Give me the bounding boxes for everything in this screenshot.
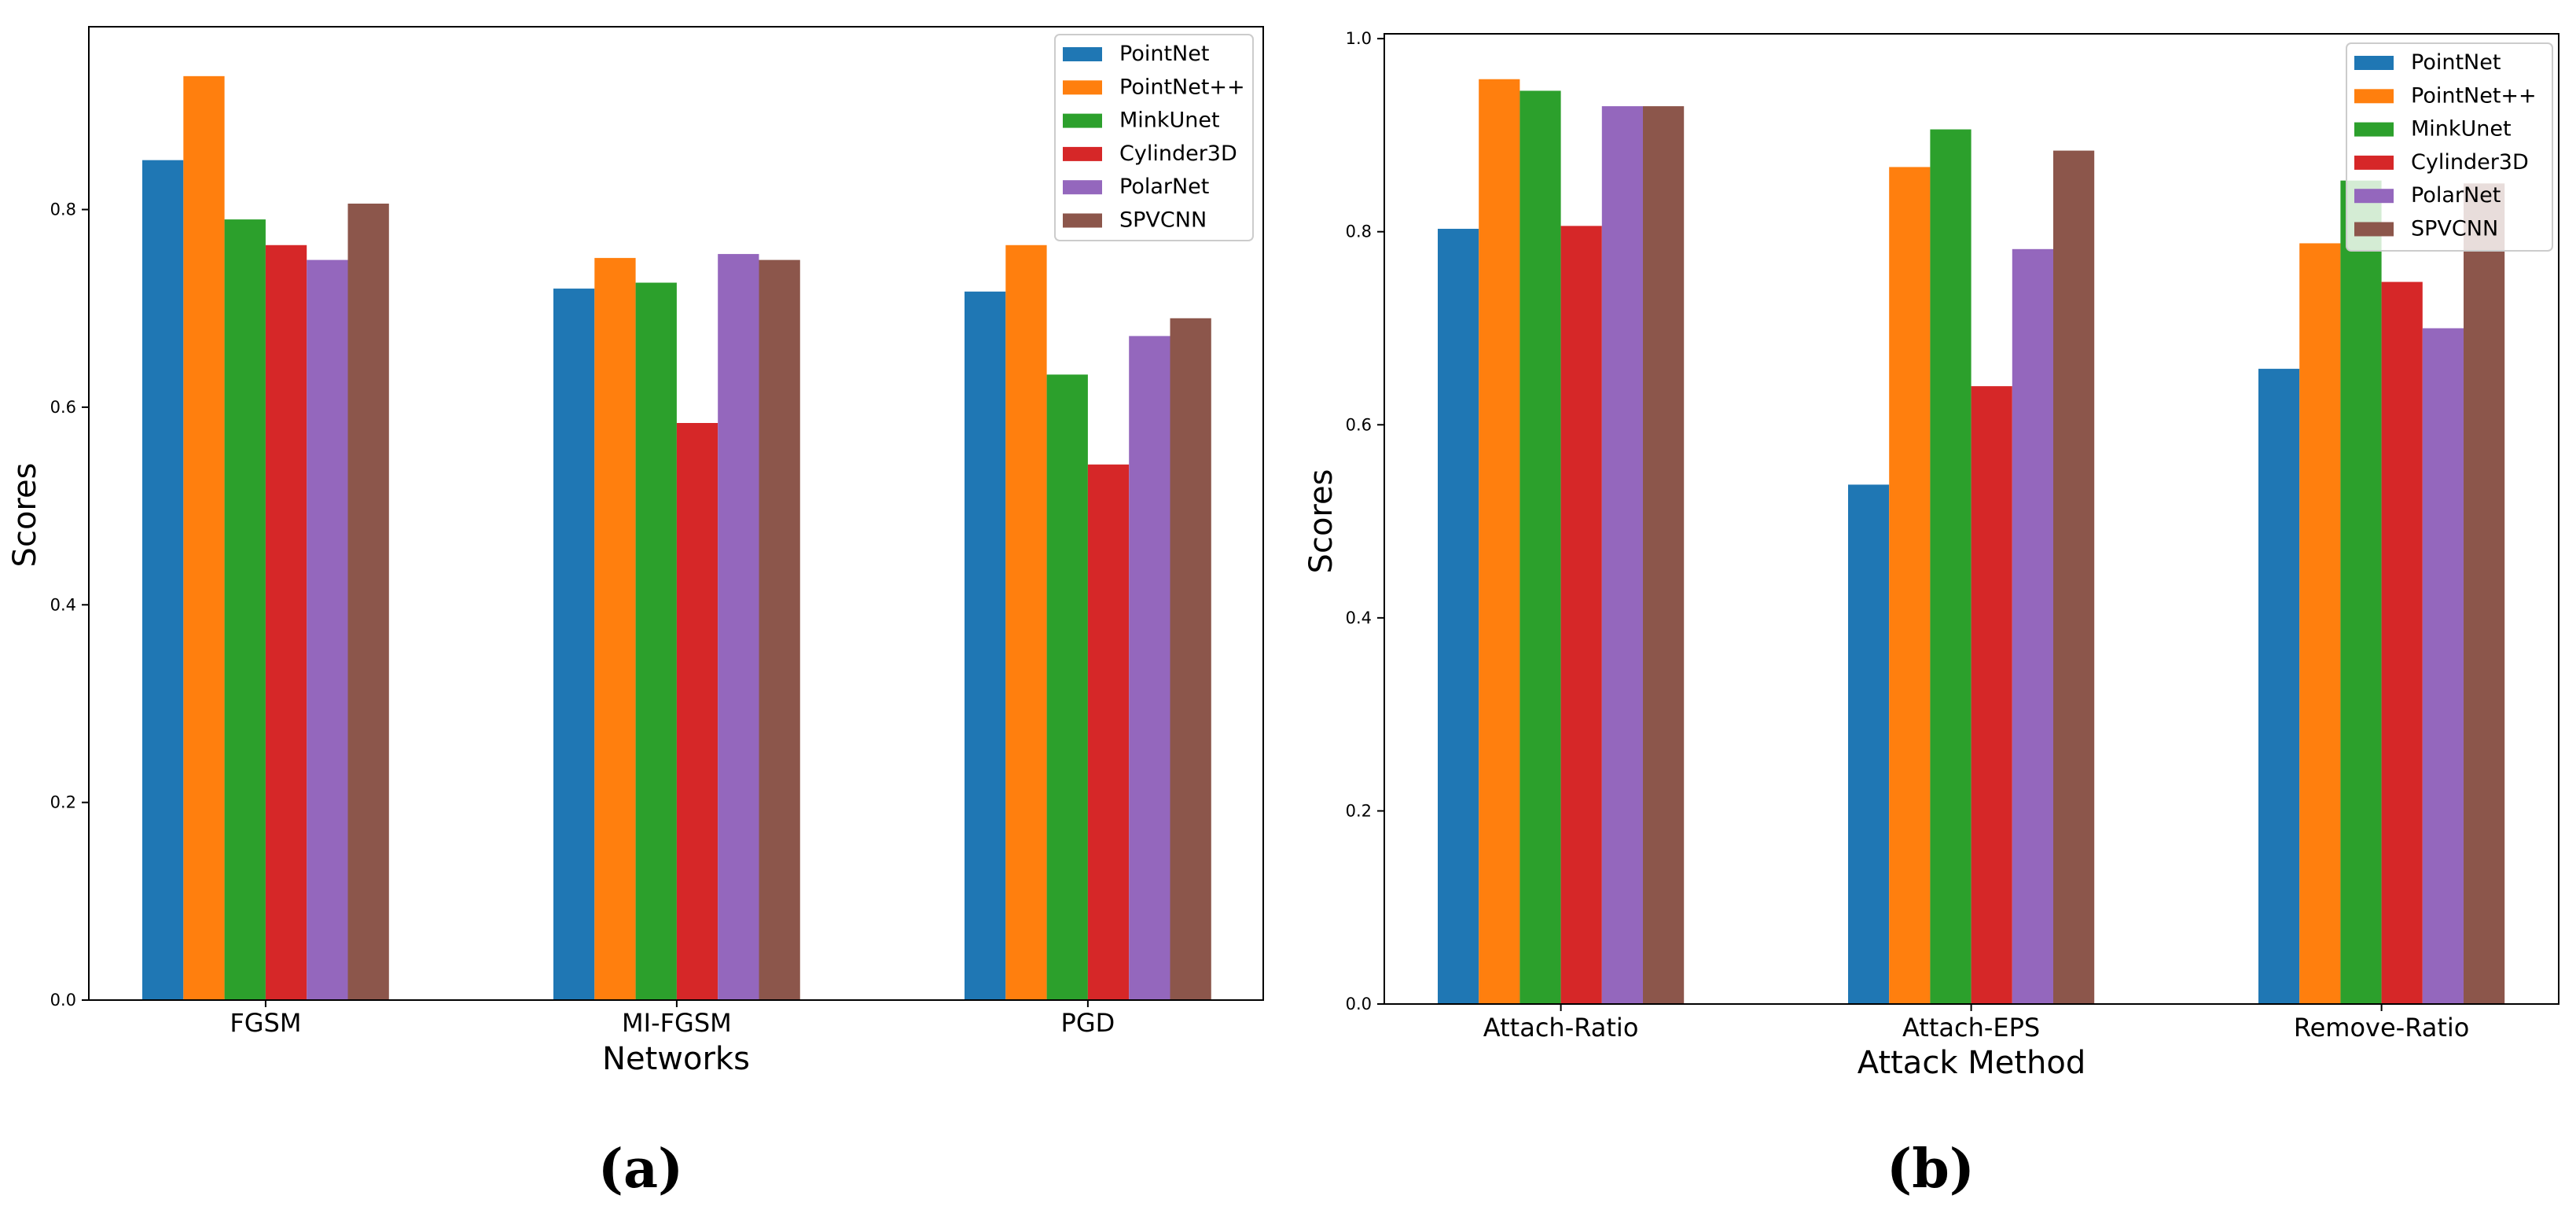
legend-swatch [2354, 56, 2394, 70]
legend-label: MinkUnet [1119, 108, 1220, 133]
y-tick-label: 0.6 [50, 398, 76, 417]
bar-minkunet-remove-ratio [2340, 180, 2382, 1005]
x-tick-label: Attach-EPS [1902, 1013, 2040, 1043]
x-tick-label: PGD [1061, 1008, 1115, 1038]
legend-label: PointNet++ [2411, 83, 2537, 108]
bar-minkunet-fgsm [224, 219, 266, 1000]
bar-pointnet--attach-eps [1889, 167, 1931, 1004]
legend-box [1054, 34, 1254, 241]
bar-spvcnn-fgsm [347, 203, 389, 1000]
legend-label: PointNet [1119, 42, 1209, 66]
legend-label: Cylinder3D [2411, 150, 2529, 175]
bar-polarnet-attach-ratio [1601, 106, 1643, 1004]
x-tick-label: FGSM [230, 1008, 301, 1038]
y-tick-label: 0.8 [1346, 223, 1372, 241]
legend-swatch [1063, 213, 1102, 228]
bar-pointnet--remove-ratio [2299, 243, 2341, 1004]
bar-pointnet--attach-ratio [1479, 79, 1520, 1004]
bar-pointnet--pgd [1005, 245, 1047, 1000]
legend-label: PointNet [2411, 50, 2501, 75]
legend-label: PolarNet [1119, 175, 1209, 199]
legend-swatch [1063, 146, 1102, 161]
bar-polarnet-remove-ratio [2422, 328, 2464, 1004]
x-axis-label: Attack Method [1858, 1045, 2085, 1081]
panel-label: (b) [1887, 1138, 1975, 1201]
legend-label: Cylinder3D [1119, 142, 1237, 166]
legend-swatch [1063, 113, 1102, 128]
x-tick-label: Attach-Ratio [1483, 1013, 1639, 1043]
bar-pointnet-attach-eps [1848, 484, 1890, 1004]
bar-polarnet-fgsm [307, 259, 348, 1000]
bar-cylinder3d-remove-ratio [2381, 281, 2423, 1005]
bar-minkunet-attach-ratio [1520, 90, 1561, 1005]
chart-panel-b: 0.0 0.2 0.4 0.6 0.8 1.0 Attach-Ratio Attach-EPS… [1303, 29, 2559, 1201]
legend-swatch [2354, 189, 2394, 204]
bar-spvcnn-pgd [1170, 318, 1211, 1000]
bar-cylinder3d-pgd [1087, 464, 1130, 1000]
bar-spvcnn-attach-ratio [1643, 106, 1685, 1004]
legend-swatch [1063, 180, 1102, 195]
bar-cylinder3d-fgsm [265, 245, 307, 1000]
y-tick-label: 0.8 [50, 200, 76, 219]
bar-pointnet-pgd [965, 291, 1006, 1000]
bar-pointnet-attach-ratio [1438, 229, 1479, 1005]
y-tick-label: 1.0 [1346, 29, 1372, 48]
legend-swatch [2354, 89, 2394, 104]
legend-box [2346, 42, 2553, 252]
legend-swatch [2354, 155, 2394, 170]
legend-label: MinkUnet [2411, 117, 2512, 142]
legend-label: SPVCNN [2411, 217, 2498, 241]
x-tick-label: Remove-Ratio [2294, 1013, 2470, 1043]
bar-minkunet-attach-eps [1930, 129, 1972, 1004]
y-tick-label: 0.0 [50, 991, 76, 1010]
y-tick-label: 0.2 [50, 793, 76, 812]
bar-spvcnn-mi-fgsm [759, 259, 800, 1000]
bar-pointnet--fgsm [183, 75, 225, 1000]
bar-pointnet-remove-ratio [2258, 369, 2300, 1005]
y-tick-label: 0.0 [1346, 995, 1372, 1013]
y-tick-label: 0.2 [1346, 801, 1372, 820]
legend-label: PolarNet [2411, 183, 2501, 208]
x-tick-label: MI-FGSM [622, 1008, 732, 1038]
bar-pointnet-fgsm [142, 160, 184, 1000]
x-axis-label: Networks [602, 1041, 750, 1077]
legend: PointNet PointNet++ MinkUnet Cylinder3D Pola… [1054, 34, 1254, 241]
legend-swatch [2354, 122, 2394, 137]
bar-cylinder3d-attach-eps [1971, 386, 2012, 1004]
bar-minkunet-pgd [1046, 374, 1088, 1000]
bar-pointnet--mi-fgsm [594, 258, 636, 1001]
bar-cylinder3d-mi-fgsm [676, 422, 718, 1000]
bar-minkunet-mi-fgsm [635, 282, 677, 1000]
bar-pointnet-mi-fgsm [553, 289, 595, 1000]
panel-label: (a) [598, 1138, 683, 1201]
y-tick-label: 0.4 [1346, 609, 1372, 627]
bar-spvcnn-attach-eps [2053, 150, 2095, 1004]
legend-swatch [2354, 222, 2394, 237]
y-tick-label: 0.6 [1346, 415, 1372, 434]
bar-cylinder3d-attach-ratio [1560, 226, 1602, 1005]
legend-label: SPVCNN [1119, 208, 1207, 233]
legend: PointNet PointNet++ MinkUnet Cylinder3D Pola… [2346, 42, 2553, 252]
bar-polarnet-pgd [1129, 336, 1170, 1001]
bar-polarnet-mi-fgsm [718, 254, 759, 1000]
y-axis-label: Scores [1303, 469, 1339, 574]
chart-panel-a: 0.0 0.2 0.4 0.6 0.8 FGSM MI-FGSM PGD Networks Sco… [7, 26, 1264, 1201]
y-tick-label: 0.4 [50, 595, 76, 614]
legend-label: PointNet++ [1119, 75, 1245, 99]
legend-swatch [1063, 47, 1102, 61]
bar-polarnet-attach-eps [2012, 248, 2053, 1004]
legend-swatch [1063, 80, 1102, 95]
y-axis-label: Scores [7, 463, 43, 568]
bar-spvcnn-remove-ratio [2464, 183, 2505, 1005]
